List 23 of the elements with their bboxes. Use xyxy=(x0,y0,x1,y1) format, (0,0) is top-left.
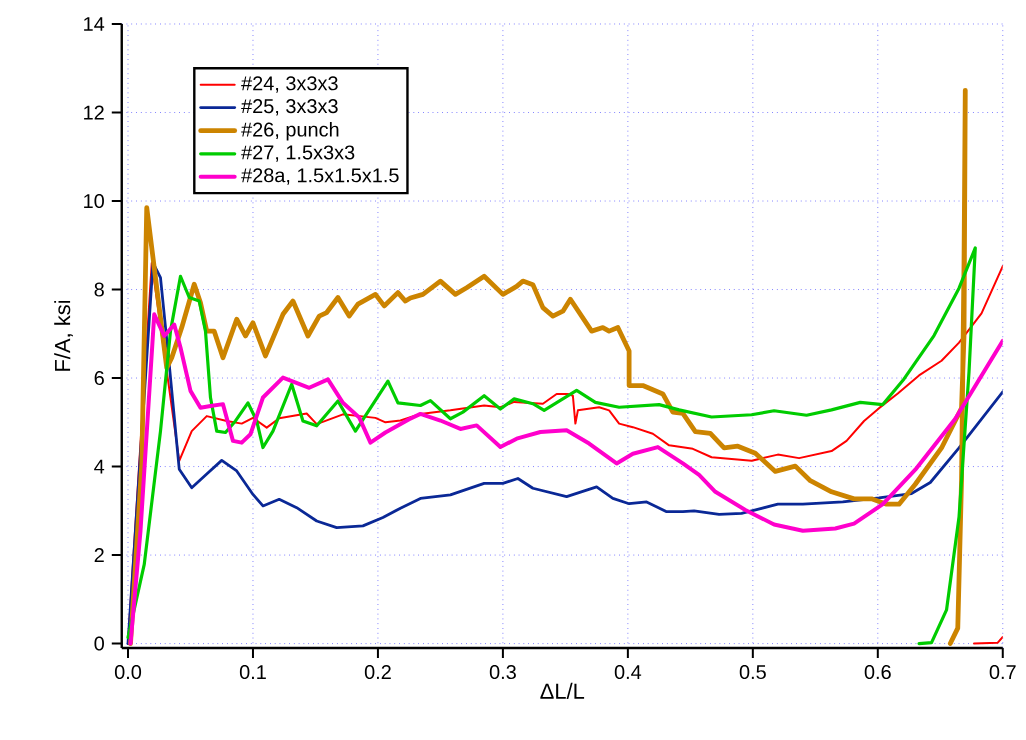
x-tick-label: 0.0 xyxy=(114,665,142,680)
legend-label: #28a, 1.5x1.5x1.5 xyxy=(241,168,399,185)
legend-label: #25, 3x3x3 xyxy=(241,99,338,116)
x-tick-label: 0.5 xyxy=(739,665,766,680)
y-tick-label: 4 xyxy=(94,459,105,474)
legend-label: #26, punch xyxy=(241,121,339,141)
x-tick-label: 0.1 xyxy=(239,665,266,680)
x-tick-label: 0.4 xyxy=(614,665,642,680)
x-tick-label: 0.7 xyxy=(989,665,1016,680)
x-tick-label: 0.2 xyxy=(364,665,391,680)
y-tick-label: 6 xyxy=(94,370,104,386)
x-axis-title: ΔL/L xyxy=(540,682,585,699)
y-tick-label: 2 xyxy=(94,548,104,563)
y-tick-label: 8 xyxy=(94,282,104,297)
x-tick-label: 0.6 xyxy=(864,665,891,680)
legend-label: #27, 1.5x3x3 xyxy=(241,145,355,162)
y-tick-label: 0 xyxy=(94,636,104,651)
x-tick-label: 0.3 xyxy=(489,665,516,680)
y-axis-title: F/A, ksi xyxy=(54,300,73,371)
y-tick-label: 12 xyxy=(84,105,104,120)
y-tick-label: 14 xyxy=(84,17,105,31)
y-tick-label: 10 xyxy=(84,193,104,209)
legend-label: #24, 3x3x3 xyxy=(241,76,338,93)
